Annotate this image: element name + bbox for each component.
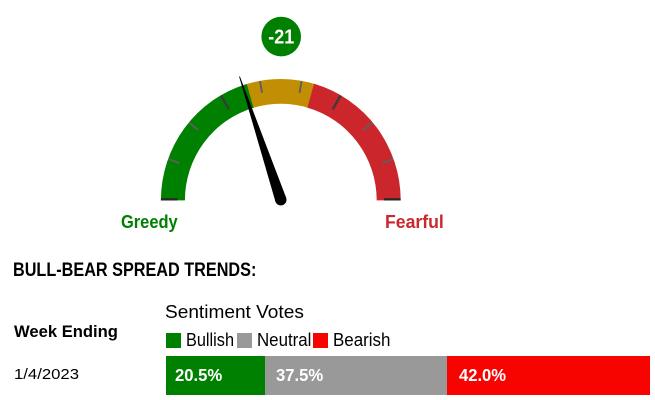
svg-text:-21: -21 <box>268 27 294 49</box>
